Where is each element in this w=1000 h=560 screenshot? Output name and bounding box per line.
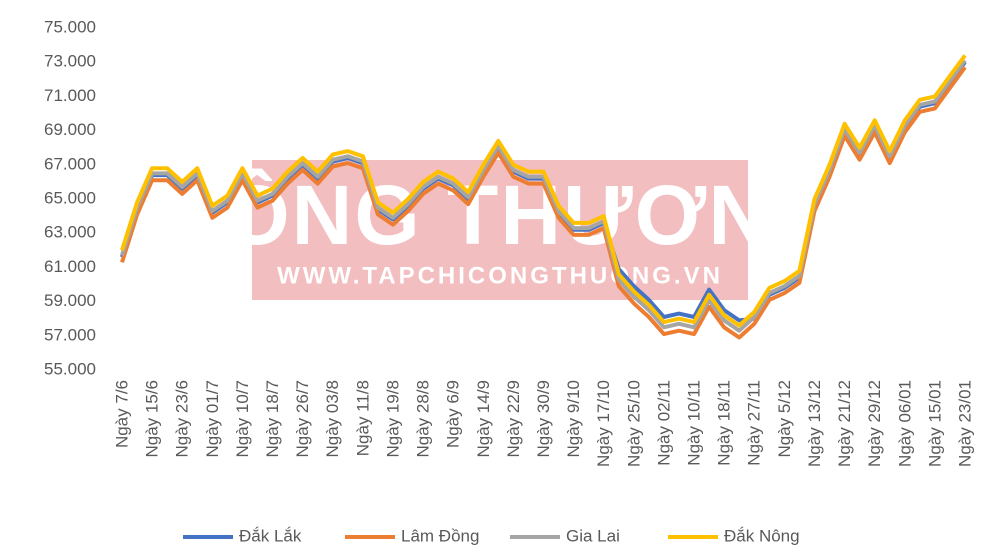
- x-tick-label: Ngày 10/11: [685, 380, 704, 466]
- y-tick-label: 55.000: [44, 359, 96, 378]
- legend-label: Đắk Nông: [724, 526, 800, 545]
- series-line: [120, 54, 967, 328]
- watermark-title: CÔNG THƯƠNG: [162, 168, 839, 262]
- legend-label: Đắk Lắk: [239, 526, 302, 545]
- legend-label: Gia Lai: [566, 526, 620, 545]
- y-tick-label: 71.000: [44, 86, 96, 105]
- y-tick-label: 67.000: [44, 154, 96, 173]
- x-tick-label: Ngày 21/12: [835, 380, 854, 467]
- y-tick-label: 59.000: [44, 291, 96, 310]
- x-tick-label: Ngày 19/8: [383, 380, 402, 458]
- x-tick-label: Ngày 15/01: [925, 380, 944, 467]
- x-tick-label: Ngày 17/10: [594, 380, 613, 467]
- y-tick-label: 61.000: [44, 257, 96, 276]
- x-tick-label: Ngày 26/7: [293, 380, 312, 458]
- x-tick-label: Ngày 02/11: [654, 380, 673, 466]
- y-tick-label: 57.000: [44, 325, 96, 344]
- x-tick-label: Ngày 27/11: [745, 380, 764, 466]
- x-tick-label: Ngày 29/12: [865, 380, 884, 467]
- y-tick-label: 63.000: [44, 223, 96, 242]
- x-tick-label: Ngày 7/6: [112, 380, 131, 448]
- watermark-url: WWW.TAPCHICONGTHUONG.VN: [277, 262, 723, 289]
- x-tick-label: Ngày 06/01: [895, 380, 914, 467]
- series-line: [120, 66, 967, 340]
- legend-label: Lâm Đồng: [401, 526, 479, 545]
- x-tick-label: Ngày 25/10: [624, 380, 643, 467]
- y-tick-label: 75.000: [44, 17, 96, 36]
- x-tick-label: Ngày 5/12: [775, 380, 794, 458]
- x-tick-label: Ngày 18/11: [715, 380, 734, 466]
- y-tick-label: 65.000: [44, 188, 96, 207]
- x-tick-label: Ngày 14/9: [474, 380, 493, 458]
- y-tick-label: 69.000: [44, 120, 96, 139]
- x-tick-label: Ngày 01/7: [203, 380, 222, 458]
- y-tick-label: 73.000: [44, 52, 96, 71]
- x-tick-label: Ngày 10/7: [233, 380, 252, 458]
- x-tick-label: Ngày 23/01: [955, 380, 974, 467]
- x-tick-label: Ngày 15/6: [143, 380, 162, 458]
- x-tick-label: Ngày 23/6: [173, 380, 192, 458]
- x-tick-label: Ngày 28/8: [414, 380, 433, 458]
- x-tick-label: Ngày 03/8: [323, 380, 342, 458]
- series-line: [120, 59, 967, 333]
- x-tick-label: Ngày 13/12: [805, 380, 824, 467]
- x-tick-label: Ngày 18/7: [263, 380, 282, 458]
- x-tick-label: Ngày 11/8: [353, 380, 372, 456]
- watermark-box: [252, 160, 748, 300]
- x-tick-label: Ngày 22/9: [504, 380, 523, 458]
- x-tick-label: Ngày 6/9: [444, 380, 463, 448]
- x-tick-label: Ngày 9/10: [564, 380, 583, 458]
- x-tick-label: Ngày 30/9: [534, 380, 553, 458]
